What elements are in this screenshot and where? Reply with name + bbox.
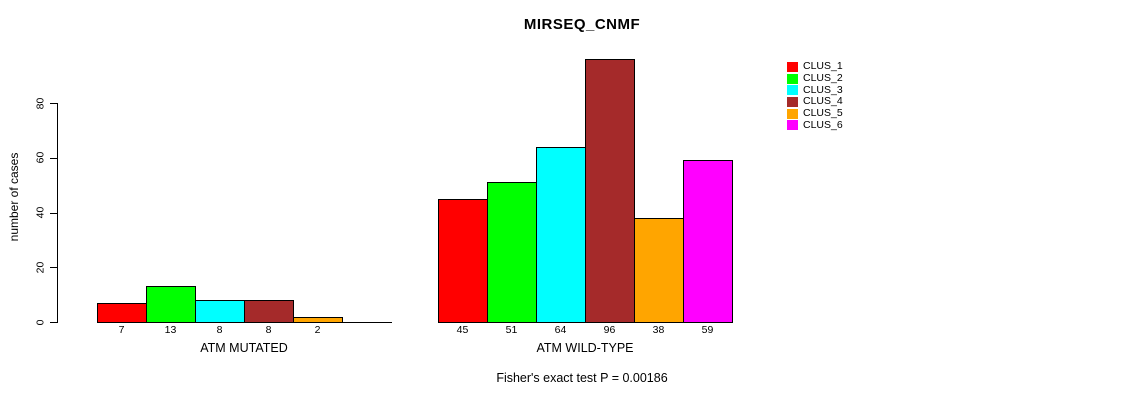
legend-item: CLUS_6 bbox=[787, 119, 843, 131]
y-tick-label: 60 bbox=[34, 151, 47, 164]
legend-label: CLUS_1 bbox=[803, 60, 843, 73]
legend-label: CLUS_2 bbox=[803, 72, 843, 85]
fisher-test-note: Fisher's exact test P = 0.00186 bbox=[496, 371, 668, 385]
bar-CLUS_5 bbox=[634, 218, 684, 323]
bar-CLUS_1 bbox=[438, 199, 488, 323]
chart-title: MIRSEQ_CNMF bbox=[523, 16, 641, 33]
y-tick bbox=[50, 103, 57, 104]
bar-CLUS_2 bbox=[487, 182, 537, 323]
bar-value-label: 13 bbox=[164, 324, 177, 336]
y-tick-label: 0 bbox=[34, 319, 47, 325]
legend-label: CLUS_5 bbox=[803, 107, 843, 120]
bar-value-label: 2 bbox=[314, 324, 321, 336]
bar-value-label: 38 bbox=[652, 324, 665, 336]
y-tick-label: 40 bbox=[34, 206, 47, 219]
y-axis-label: number of cases bbox=[7, 152, 21, 242]
legend-label: CLUS_3 bbox=[803, 83, 843, 96]
bar-CLUS_6 bbox=[683, 160, 733, 323]
legend-item: CLUS_3 bbox=[787, 84, 843, 96]
legend-swatch-CLUS_6 bbox=[787, 120, 798, 131]
legend: CLUS_1 CLUS_2 CLUS_3 CLUS_4 CLUS_5 CLUS_6 bbox=[787, 61, 843, 131]
legend-swatch-CLUS_2 bbox=[787, 73, 798, 84]
legend-label: CLUS_4 bbox=[803, 95, 843, 108]
bar-CLUS_4 bbox=[585, 59, 635, 323]
legend-swatch-CLUS_3 bbox=[787, 85, 798, 96]
legend-item: CLUS_1 bbox=[787, 61, 843, 73]
legend-item: CLUS_5 bbox=[787, 108, 843, 120]
bar-CLUS_4 bbox=[244, 300, 294, 323]
bar-value-label: 45 bbox=[456, 324, 469, 336]
legend-swatch-CLUS_1 bbox=[787, 61, 798, 72]
legend-label: CLUS_6 bbox=[803, 118, 843, 131]
x-axis-group-label: ATM WILD-TYPE bbox=[536, 341, 634, 355]
y-tick-label: 20 bbox=[34, 261, 47, 274]
bar-CLUS_3 bbox=[536, 147, 586, 323]
bar-value-label: 64 bbox=[554, 324, 567, 336]
y-tick bbox=[50, 322, 57, 323]
y-tick bbox=[50, 267, 57, 269]
bar-value-label: 8 bbox=[216, 324, 223, 336]
bar-CLUS_3 bbox=[195, 300, 245, 323]
bar-value-label: 7 bbox=[118, 324, 125, 336]
bar-CLUS_5 bbox=[293, 317, 343, 323]
y-tick bbox=[50, 157, 57, 159]
bar-value-label: 96 bbox=[603, 324, 616, 336]
bar-CLUS_6 bbox=[342, 322, 392, 323]
y-tick bbox=[50, 212, 57, 214]
x-axis-group-label: ATM MUTATED bbox=[200, 341, 288, 355]
bar-value-label: 59 bbox=[701, 324, 714, 336]
y-axis bbox=[57, 103, 58, 323]
y-tick-label: 80 bbox=[34, 97, 47, 109]
legend-swatch-CLUS_4 bbox=[787, 96, 798, 107]
legend-item: CLUS_2 bbox=[787, 73, 843, 85]
bar-CLUS_1 bbox=[97, 303, 147, 323]
bar-CLUS_2 bbox=[146, 286, 196, 323]
bar-value-label: 8 bbox=[265, 324, 272, 336]
bar-value-label: 51 bbox=[505, 324, 518, 336]
legend-item: CLUS_4 bbox=[787, 96, 843, 108]
legend-swatch-CLUS_5 bbox=[787, 108, 798, 119]
